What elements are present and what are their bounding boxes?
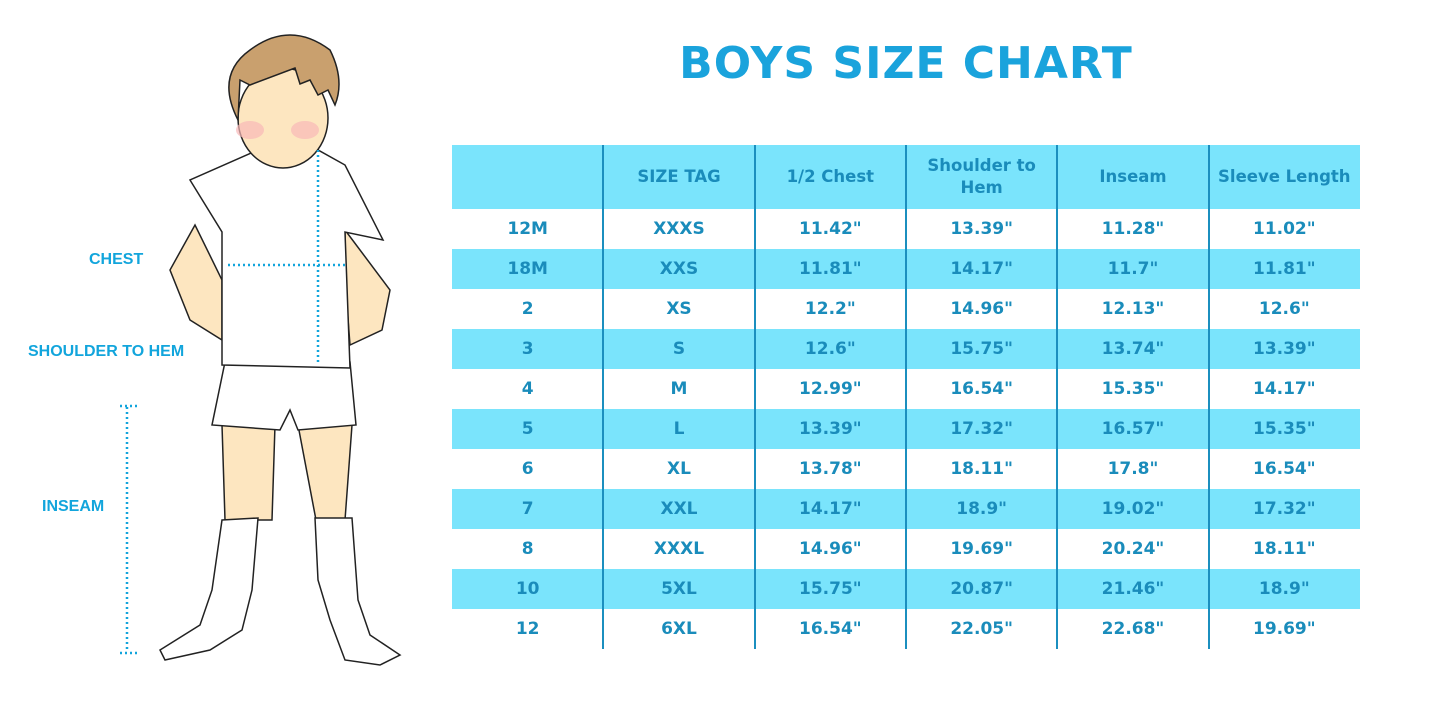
table-cell: XS	[666, 299, 692, 319]
table-row: 2 XS 12.2" 14.96" 12.13" 12.6"	[452, 289, 1360, 329]
table-cell: 12.6"	[804, 339, 856, 359]
column-header: Sleeve Length	[1218, 167, 1351, 186]
table-cell: 11.81"	[799, 259, 862, 279]
table-cell: 6XL	[661, 619, 697, 639]
table-cell: 15.75"	[950, 339, 1013, 359]
table-cell: 18.11"	[950, 459, 1013, 479]
table-cell: 8	[521, 539, 534, 559]
table-cell: 12M	[507, 219, 548, 239]
boy-measurement-illustration	[120, 34, 402, 666]
table-cell: 17.32"	[950, 419, 1013, 439]
table-cell: 14.17"	[799, 499, 862, 519]
table-cell: 18.9"	[1258, 579, 1310, 599]
table-cell: 16.57"	[1101, 419, 1165, 439]
table-cell: 13.74"	[1101, 339, 1165, 359]
table-cell: 3	[521, 339, 534, 359]
table-row: 12M XXXS 11.42" 13.39" 11.28" 11.02"	[452, 209, 1360, 249]
column-divider	[602, 145, 605, 649]
table-cell: 11.02"	[1252, 219, 1316, 239]
column-divider	[904, 145, 907, 649]
table-cell: 20.24"	[1101, 539, 1165, 559]
table-cell: XL	[667, 459, 691, 479]
table-cell: 5XL	[661, 579, 697, 599]
table-cell: M	[670, 379, 688, 399]
table-cell: 14.17"	[1252, 379, 1316, 399]
table-cell: 12.13"	[1101, 299, 1165, 319]
table-cell: 15.75"	[799, 579, 862, 599]
chest-label: CHEST	[89, 251, 144, 268]
table-cell: L	[673, 419, 685, 439]
column-header	[452, 145, 603, 209]
column-header: SIZE TAG	[637, 167, 721, 186]
table-cell: 12.6"	[1258, 299, 1310, 319]
table-cell: 20.87"	[950, 579, 1013, 599]
table-cell: 18M	[507, 259, 548, 279]
table-cell: XXXS	[653, 219, 705, 239]
table-cell: 14.17"	[950, 259, 1013, 279]
table-cell: 17.32"	[1252, 499, 1316, 519]
table-cell: 10	[515, 579, 540, 599]
table-row: 4 M 12.99" 16.54" 15.35" 14.17"	[452, 369, 1360, 409]
table-cell: 16.54"	[1252, 459, 1316, 479]
table-cell: 11.42"	[799, 219, 862, 239]
column-header: Inseam	[1099, 167, 1167, 186]
table-cell: S	[672, 339, 686, 359]
table-cell: XXS	[659, 259, 699, 279]
table-cell: 14.96"	[799, 539, 862, 559]
column-divider	[1056, 145, 1059, 649]
column-divider	[1207, 145, 1210, 649]
table-cell: 13.39"	[950, 219, 1013, 239]
table-cell: 13.39"	[799, 419, 862, 439]
table-row: 6 XL 13.78" 18.11" 17.8" 16.54"	[452, 449, 1360, 489]
table-cell: XXL	[660, 499, 698, 519]
column-divider	[753, 145, 756, 649]
chart-title: BOYS SIZE CHART	[679, 38, 1133, 89]
table-cell: 13.78"	[799, 459, 862, 479]
table-cell: 12.2"	[804, 299, 856, 319]
size-table: SIZE TAG 1/2 Chest Shoulder to Hem Inseam Sl…	[452, 145, 1360, 649]
table-cell: 19.02"	[1101, 499, 1165, 519]
table-cell: 16.54"	[950, 379, 1013, 399]
table-cell: 18.11"	[1252, 539, 1316, 559]
inseam-label: INSEAM	[42, 498, 105, 515]
table-row: 8 XXXL 14.96" 19.69" 20.24" 18.11"	[452, 529, 1360, 569]
table-cell: 18.9"	[956, 499, 1008, 519]
table-cell: 19.69"	[950, 539, 1013, 559]
table-cell: 2	[521, 299, 534, 319]
table-cell: 22.68"	[1101, 619, 1165, 639]
table-cell: 14.96"	[950, 299, 1013, 319]
column-header: Shoulder to Hem	[927, 156, 1036, 197]
table-cell: 11.7"	[1107, 259, 1159, 279]
table-cell: 17.8"	[1107, 459, 1159, 479]
table-cell: 19.69"	[1252, 619, 1316, 639]
table-cell: 13.39"	[1252, 339, 1316, 359]
table-cell: 22.05"	[950, 619, 1013, 639]
table-cell: 6	[521, 459, 534, 479]
table-cell: XXXL	[653, 539, 705, 559]
table-cell: 21.46"	[1101, 579, 1165, 599]
shoulder-to-hem-label: SHOULDER TO HEM	[28, 343, 185, 360]
table-cell: 12	[515, 619, 540, 639]
table-cell: 16.54"	[799, 619, 862, 639]
table-cell: 15.35"	[1252, 419, 1316, 439]
table-row: 12 6XL 16.54" 22.05" 22.68" 19.69"	[452, 609, 1360, 649]
table-cell: 11.81"	[1252, 259, 1316, 279]
column-header: 1/2 Chest	[786, 167, 875, 186]
table-cell: 4	[521, 379, 534, 399]
table-cell: 5	[521, 419, 534, 439]
table-cell: 15.35"	[1101, 379, 1165, 399]
table-cell: 12.99"	[799, 379, 862, 399]
table-cell: 7	[521, 499, 534, 519]
table-cell: 11.28"	[1101, 219, 1165, 239]
